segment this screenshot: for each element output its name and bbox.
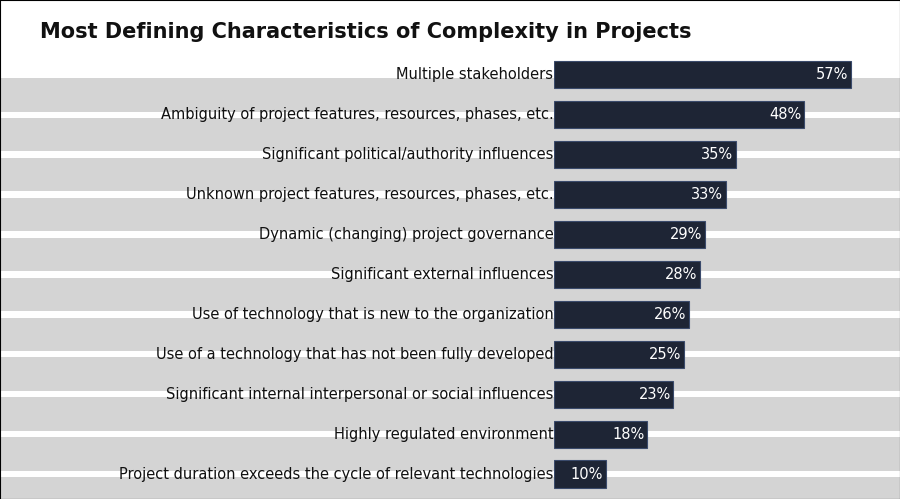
Text: 26%: 26% [654, 307, 687, 322]
Bar [554, 141, 736, 168]
Text: Significant internal interpersonal or social influences: Significant internal interpersonal or so… [166, 387, 554, 402]
Bar [554, 421, 647, 448]
Text: 35%: 35% [701, 147, 734, 162]
Text: Significant political/authority influences: Significant political/authority influenc… [262, 147, 554, 162]
Text: Ambiguity of project features, resources, phases, etc.: Ambiguity of project features, resources… [161, 107, 554, 122]
Text: Significant external influences: Significant external influences [331, 267, 554, 282]
Text: 18%: 18% [613, 427, 644, 442]
Bar [554, 61, 850, 88]
Bar [554, 101, 804, 128]
Bar [554, 301, 689, 328]
Text: Highly regulated environment: Highly regulated environment [334, 427, 554, 442]
Bar [554, 221, 705, 248]
Text: Use of a technology that has not been fully developed: Use of a technology that has not been fu… [156, 347, 554, 362]
Text: 33%: 33% [691, 187, 723, 202]
Text: 25%: 25% [649, 347, 681, 362]
Text: Multiple stakeholders: Multiple stakeholders [397, 67, 554, 82]
Text: 28%: 28% [664, 267, 697, 282]
Bar [554, 261, 699, 288]
Text: 29%: 29% [670, 227, 702, 242]
Text: 57%: 57% [815, 67, 848, 82]
Text: 10%: 10% [571, 467, 603, 482]
Text: Unknown project features, resources, phases, etc.: Unknown project features, resources, pha… [186, 187, 554, 202]
Text: 48%: 48% [769, 107, 801, 122]
Text: 23%: 23% [639, 387, 670, 402]
Bar [554, 461, 606, 488]
Bar [554, 381, 673, 408]
Text: Dynamic (changing) project governance: Dynamic (changing) project governance [259, 227, 554, 242]
Bar [554, 341, 684, 368]
Bar [554, 181, 725, 208]
Text: Use of technology that is new to the organization: Use of technology that is new to the org… [192, 307, 554, 322]
Text: Project duration exceeds the cycle of relevant technologies: Project duration exceeds the cycle of re… [119, 467, 554, 482]
Text: Most Defining Characteristics of Complexity in Projects: Most Defining Characteristics of Complex… [40, 22, 692, 42]
